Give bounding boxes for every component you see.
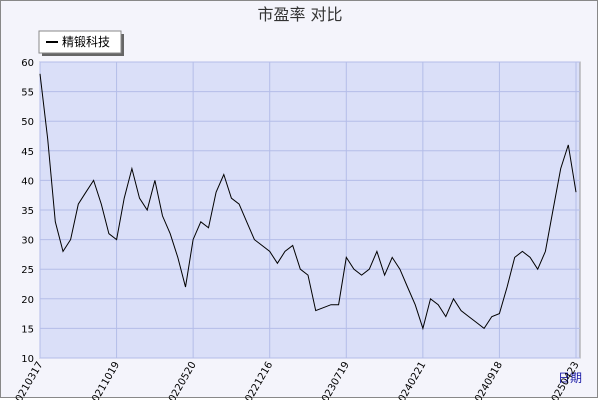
- legend-label: 精锻科技: [62, 35, 110, 49]
- chart-title: 市盈率 对比: [257, 5, 342, 24]
- y-tick-label: 60: [21, 58, 34, 69]
- y-tick-label: 45: [21, 147, 34, 158]
- y-tick-label: 30: [21, 236, 34, 247]
- y-tick-label: 50: [21, 117, 34, 128]
- y-tick-label: 15: [21, 324, 34, 335]
- y-tick-label: 10: [21, 354, 34, 365]
- line: [39, 73, 577, 331]
- x-axis-label: 日期: [558, 371, 582, 385]
- legend-box: [38, 30, 122, 54]
- y-tick-label: 55: [21, 88, 34, 99]
- y-tick-label: 40: [21, 176, 34, 187]
- y-tick-label: 25: [21, 265, 34, 276]
- y-tick-label: 35: [21, 206, 34, 217]
- y-tick-label: 20: [21, 295, 34, 306]
